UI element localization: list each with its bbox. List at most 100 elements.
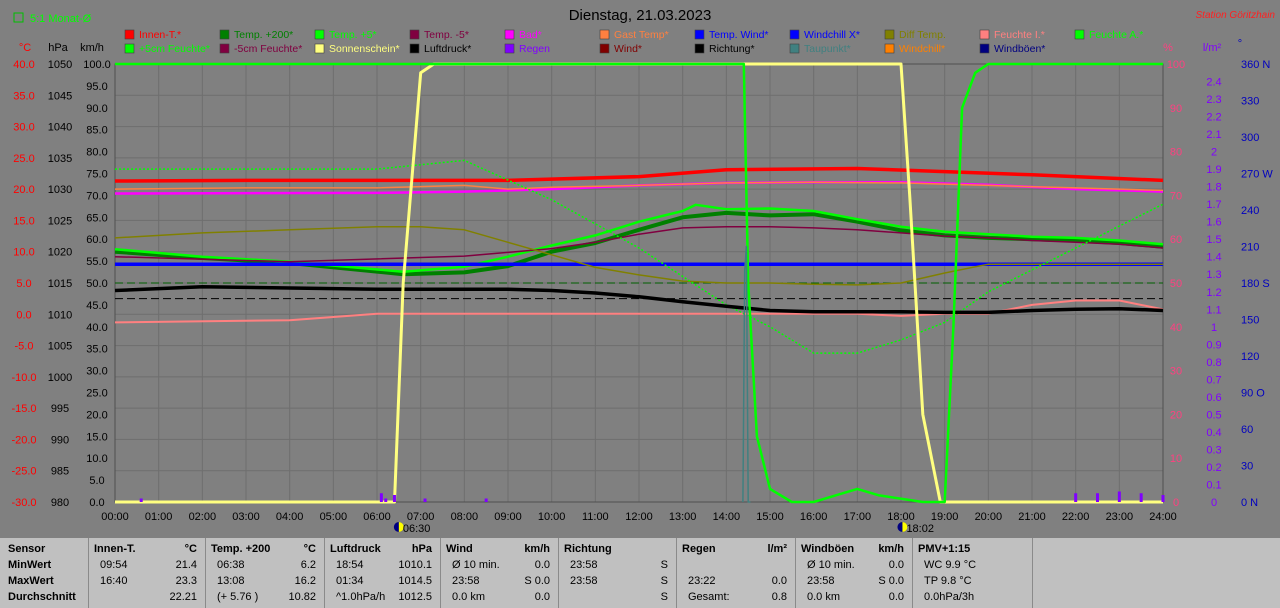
direction-tick-label: 270 W	[1241, 169, 1273, 181]
stats-cell-value: 6.2	[300, 559, 316, 571]
humidity-tick-label: 10	[1170, 453, 1182, 465]
legend-label: Windböen*	[994, 43, 1045, 55]
legend-item[interactable]: Richtung*	[694, 43, 755, 55]
temp-tick-label: -20.0	[11, 434, 36, 446]
legend-item[interactable]: Regen	[504, 43, 550, 55]
rain-tick-label: 1.8	[1206, 182, 1221, 194]
stats-cell-value: 22.21	[169, 591, 197, 603]
time-tick-label: 04:00	[276, 511, 304, 523]
legend-item[interactable]: +5cm Feuchte*	[124, 43, 210, 55]
time-tick-label: 05:00	[320, 511, 348, 523]
pressure-unit: hPa	[48, 42, 68, 54]
rain-tick-label: 0.5	[1206, 409, 1221, 421]
wind-tick-label: 25.0	[86, 388, 107, 400]
time-tick-label: 10:00	[538, 511, 566, 523]
legend-item[interactable]: Bad*	[504, 29, 542, 41]
legend-swatch	[884, 29, 895, 40]
direction-tick-label: 180 S	[1241, 278, 1270, 290]
stats-cell-value: S	[660, 591, 668, 603]
stats-cell-label: 09:54	[100, 559, 128, 571]
direction-tick-label: 0 N	[1241, 497, 1258, 509]
legend-label: Feuchte I.*	[994, 29, 1045, 41]
pressure-tick-label: 995	[51, 403, 69, 415]
rain-tick-label: 1.6	[1206, 217, 1221, 229]
direction-tick-label: 240	[1241, 205, 1259, 217]
legend-item[interactable]: Temp. -5*	[409, 29, 469, 41]
legend-item[interactable]: Innen-T.*	[124, 29, 181, 41]
pressure-tick-label: 1005	[48, 341, 72, 353]
stats-block-unit: °C	[184, 543, 197, 555]
legend-label: -5cm Feuchte*	[234, 43, 302, 55]
legend-item[interactable]: Luftdruck*	[409, 43, 471, 55]
legend-swatch	[504, 29, 515, 40]
legend-label: Regen	[519, 43, 550, 55]
sunset-time: 18:02	[906, 523, 934, 535]
stats-cell-value: S	[660, 575, 668, 587]
rain-tick-label: 0.1	[1206, 479, 1221, 491]
legend-label: Feuchte A.*	[1089, 29, 1143, 41]
stats-block-title: Luftdruck	[330, 543, 381, 555]
legend-item[interactable]: Temp. +5*	[314, 29, 377, 41]
legend-item[interactable]: Temp. +200*	[219, 29, 293, 41]
direction-tick-label: 330	[1241, 96, 1259, 108]
legend-item[interactable]: Windböen*	[979, 43, 1045, 55]
stats-cell-label: 13:08	[217, 575, 245, 587]
rain-bar	[484, 498, 488, 502]
stats-block-title: Regen	[682, 543, 716, 555]
station-name: Station Göritzhain	[1196, 10, 1276, 21]
stats-cell-value: 0.0	[534, 559, 550, 571]
pressure-tick-label: 1010	[48, 309, 72, 321]
wind-tick-label: 90.0	[86, 103, 107, 115]
legend-item[interactable]: Sonnenschein*	[314, 43, 400, 55]
legend-item[interactable]: Feuchte A.*	[1074, 29, 1143, 41]
stats-cell-label: TP 9.8 °C	[924, 575, 972, 587]
wind-tick-label: 100.0	[83, 59, 111, 71]
monat-toggle[interactable]: 5:1 Monat-Ø	[13, 12, 92, 25]
sunset-marker: 18:02	[897, 522, 934, 535]
stats-block-unit: hPa	[411, 543, 432, 555]
stats-block-title: PMV+1:15	[918, 543, 971, 555]
legend-item[interactable]: Taupunkt*	[789, 43, 851, 55]
wind-tick-label: 30.0	[86, 366, 107, 378]
legend-item[interactable]: Windchill*	[884, 43, 945, 55]
stats-cell-value: 0.0	[888, 559, 904, 571]
rain-bar	[1161, 494, 1165, 502]
legend-label: Sonnenschein*	[329, 43, 400, 55]
wind-tick-label: 50.0	[86, 278, 107, 290]
legend-item[interactable]: Wind*	[599, 43, 642, 55]
series-line	[742, 245, 751, 503]
legend-label: Diff Temp.	[899, 29, 946, 41]
stats-cell-value: 1014.5	[398, 575, 432, 587]
sun-markers: 06:30 18:02	[393, 522, 934, 535]
time-tick-label: 09:00	[494, 511, 522, 523]
direction-tick-label: 90 O	[1241, 388, 1265, 400]
time-tick-label: 03:00	[232, 511, 260, 523]
rain-unit: l/m²	[1203, 42, 1222, 54]
rain-bar	[423, 498, 427, 502]
stats-cell-value: 1012.5	[398, 591, 432, 603]
legend: Innen-T.* Temp. +200* Temp. +5* Temp. -5* Ba…	[124, 29, 1143, 55]
humidity-tick-label: 20	[1170, 409, 1182, 421]
legend-item[interactable]: -5cm Feuchte*	[219, 43, 302, 55]
legend-label: Temp. +200*	[234, 29, 293, 41]
direction-tick-label: 210	[1241, 242, 1259, 254]
legend-item[interactable]: Feuchte I.*	[979, 29, 1045, 41]
min-label: MinWert	[8, 559, 52, 571]
direction-tick-label: 120	[1241, 351, 1259, 363]
rain-tick-label: 1.9	[1206, 164, 1221, 176]
legend-label: Wind*	[614, 43, 642, 55]
legend-item[interactable]: Gast Temp*	[599, 29, 669, 41]
legend-item[interactable]: Windchill X*	[789, 29, 860, 41]
temp-tick-label: 25.0	[13, 153, 34, 165]
legend-label: Windchill X*	[804, 29, 860, 41]
series-line	[115, 62, 1163, 504]
legend-swatch	[504, 43, 515, 54]
legend-item[interactable]: Temp. Wind*	[694, 29, 769, 41]
wind-tick-label: 55.0	[86, 256, 107, 268]
legend-swatch	[979, 29, 990, 40]
wind-tick-label: 65.0	[86, 212, 107, 224]
time-tick-label: 12:00	[625, 511, 653, 523]
wind-tick-label: 60.0	[86, 234, 107, 246]
temp-tick-label: 5.0	[16, 278, 31, 290]
legend-item[interactable]: Diff Temp.	[884, 29, 946, 41]
